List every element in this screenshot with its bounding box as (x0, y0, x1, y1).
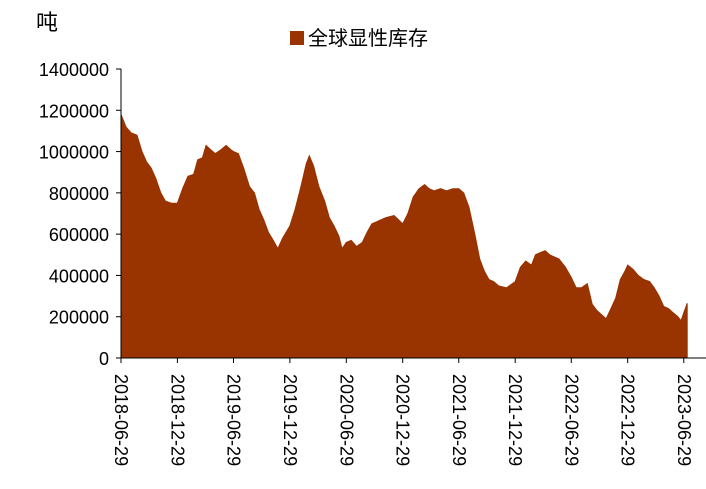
x-tick-label: 2022-12-29 (618, 374, 638, 466)
x-tick-label: 2022-06-29 (561, 374, 581, 466)
legend-swatch (290, 31, 304, 45)
x-tick-label: 2020-06-29 (336, 374, 356, 466)
x-tick-label: 2018-06-29 (111, 374, 131, 466)
x-tick-label: 2018-12-29 (167, 374, 187, 466)
series-layer (120, 114, 688, 359)
global-visible-stock-area (120, 114, 688, 359)
x-tick-label: 2021-12-29 (505, 374, 525, 466)
unit-label: 吨 (36, 10, 58, 35)
y-tick-label: 1400000 (39, 60, 109, 80)
x-tick-label: 2023-06-29 (674, 374, 694, 466)
y-tick-label: 800000 (49, 184, 109, 204)
y-tick-label: 400000 (49, 266, 109, 286)
x-tick-label: 2019-06-29 (223, 374, 243, 466)
x-tick-label: 2021-06-29 (449, 374, 469, 466)
y-tick-label: 0 (99, 349, 109, 369)
y-tick-label: 1200000 (39, 101, 109, 121)
legend-label: 全球显性库存 (308, 27, 428, 50)
x-axis-ticks: 2018-06-29 2018-12-29 2019-06-29 2019-12-29… (111, 358, 694, 466)
legend: 全球显性库存 (290, 27, 428, 50)
y-tick-label: 600000 (49, 225, 109, 245)
y-tick-label: 1000000 (39, 143, 109, 163)
x-tick-label: 2020-12-29 (393, 374, 413, 466)
x-tick-label: 2019-12-29 (280, 374, 300, 466)
y-tick-label: 200000 (49, 308, 109, 328)
y-axis-ticks: 0 200000 400000 600000 800000 1000000 1200000 1… (39, 60, 121, 369)
